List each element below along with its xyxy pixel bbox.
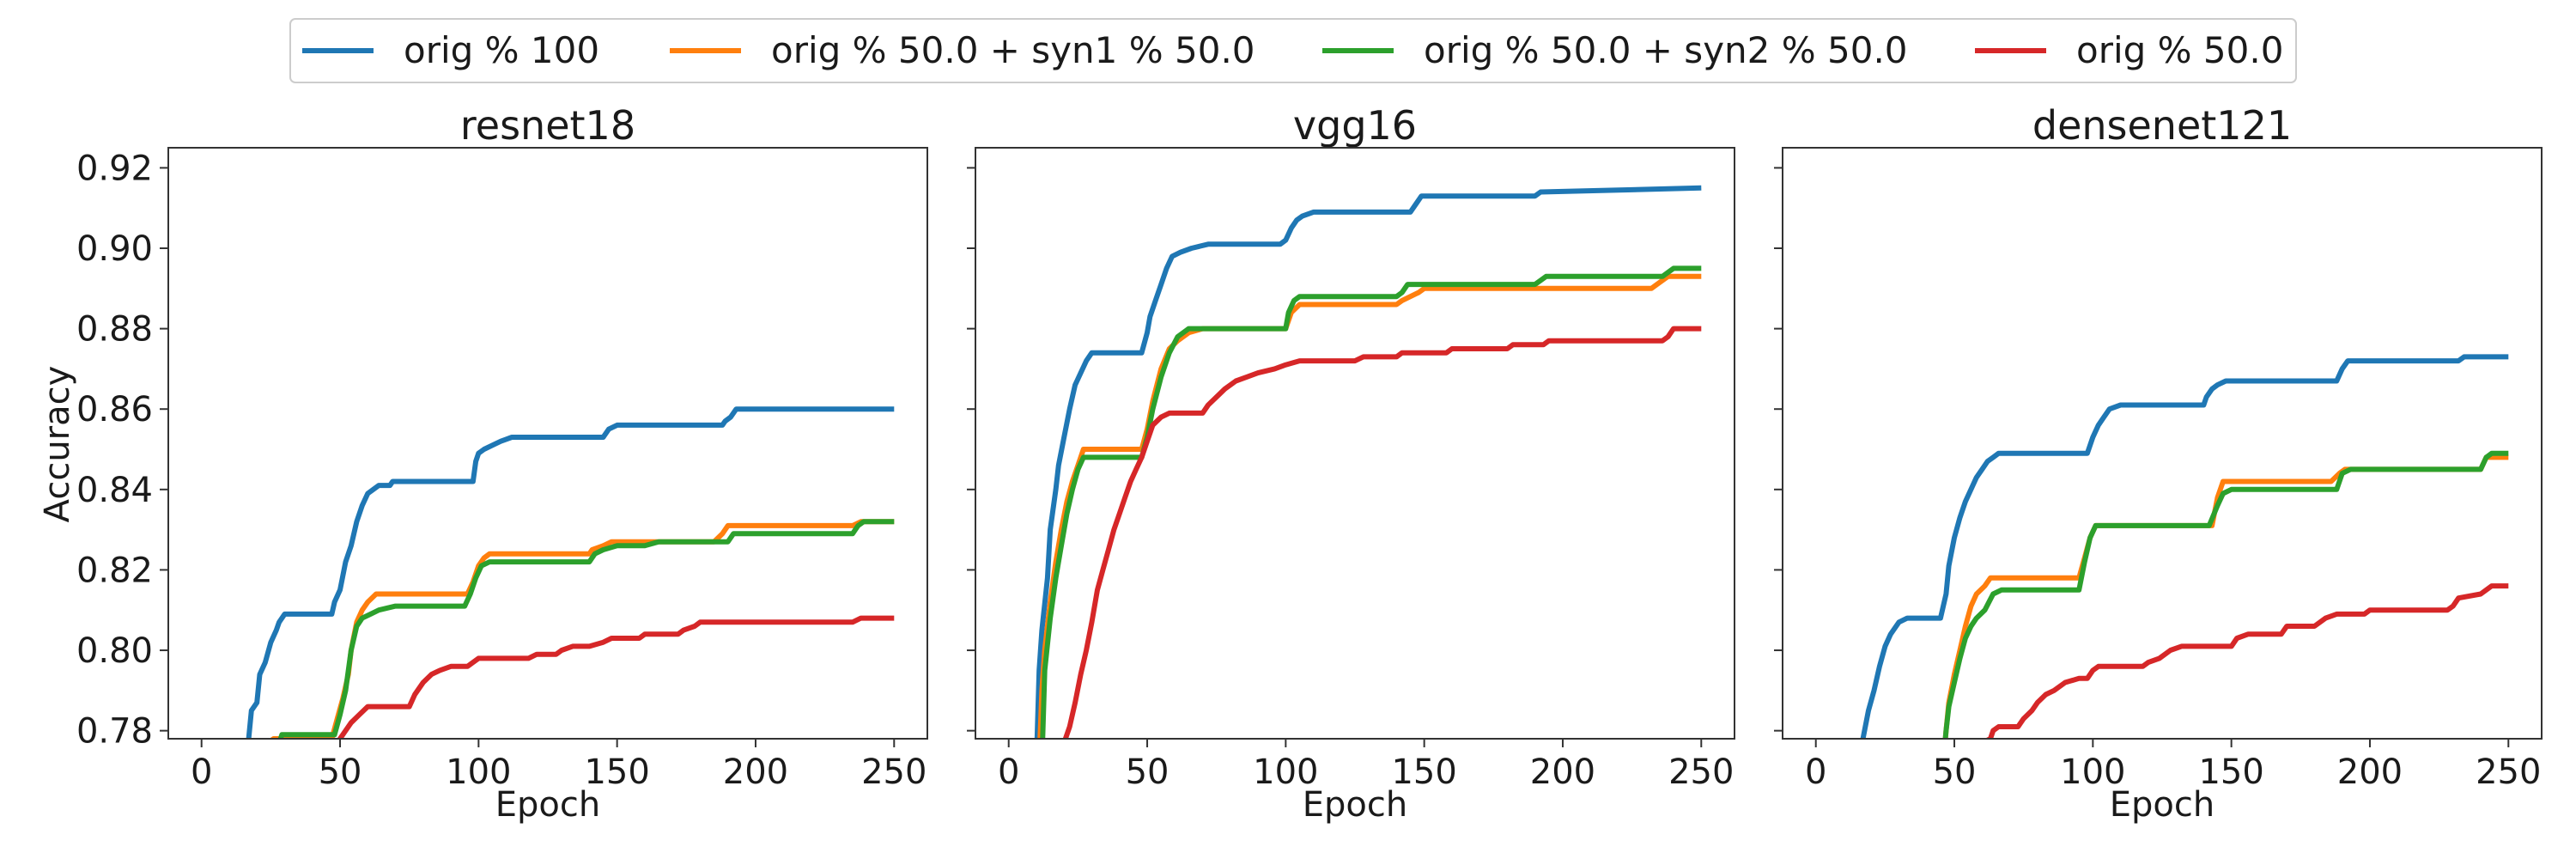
y-axis-title: Accuracy [38,366,77,523]
legend-label: orig % 50.0 + syn1 % 50.0 [771,29,1255,71]
series-line-1 [1034,185,1702,739]
x-tick-label: 250 [1668,752,1734,792]
y-tick-label: 0.84 [76,471,153,510]
series-line-2 [1037,273,1702,739]
x-tick-label: 150 [584,752,649,792]
legend-label: orig % 100 [404,29,599,71]
panel-resnet18: 0 50 100 150 200 250 0.78 0.80 0.82 0.84 0.86 0.88 0… [76,147,928,792]
plot-frame [1782,147,2543,740]
series-line-4 [1984,583,2509,739]
series-line-3 [1942,450,2509,739]
plot-frame [975,147,1735,740]
x-tick-label: 50 [319,752,362,792]
panel-title: resnet18 [460,102,635,149]
x-tick-label: 250 [2476,752,2541,792]
x-tick-label: 50 [1126,752,1170,792]
x-tick-label: 100 [2060,752,2125,792]
y-tick-label: 0.78 [76,712,153,752]
y-tick-label: 0.80 [76,631,153,671]
x-axis-title: Epoch [2110,785,2215,825]
legend-label: orig % 50.0 [2076,29,2283,71]
x-axis-title: Epoch [1303,785,1407,825]
panel-vgg16: 0 50 100 150 200 250 [967,147,1735,792]
series-group [246,406,895,739]
x-tick-label: 250 [861,752,927,792]
x-tick-label: 200 [1530,752,1595,792]
series-group [1860,354,2509,739]
series-line-3 [277,519,895,739]
panel-densenet121: 0 50 100 150 200 250 [1774,147,2543,792]
legend: orig % 100 orig % 50.0 + syn1 % 50.0 ori… [289,18,2297,83]
y-tick-label: 0.88 [76,310,153,350]
y-tick-label: 0.92 [76,149,153,188]
x-tick-label: 150 [1391,752,1456,792]
x-tick-label: 0 [191,752,212,792]
legend-frame [289,18,2297,83]
series-line-3 [1040,265,1702,739]
x-tick-label: 100 [1253,752,1318,792]
x-tick-label: 50 [1933,752,1977,792]
legend-label: orig % 50.0 + syn2 % 50.0 [1424,29,1908,71]
plot-frame [167,147,928,740]
panel-title: densenet121 [2032,102,2292,149]
y-tick-label: 0.86 [76,390,153,430]
plot-area-layer: 0 50 100 150 200 250 0.78 0.80 0.82 0.84 0.86 0.88 0… [76,147,2543,792]
series-line-4 [1062,326,1702,739]
x-tick-label: 0 [998,752,1019,792]
series-line-4 [337,615,895,739]
series-line-1 [246,406,895,739]
x-tick-label: 100 [446,752,511,792]
x-tick-label: 200 [723,752,788,792]
panel-title: vgg16 [1293,102,1417,149]
series-line-1 [1860,354,2509,739]
x-tick-label: 200 [2337,752,2403,792]
x-tick-label: 0 [1805,752,1826,792]
y-tick-label: 0.82 [76,551,153,590]
y-tick-label: 0.90 [76,229,153,269]
series-group [1034,185,1702,739]
x-tick-label: 150 [2198,752,2263,792]
x-axis-title: Epoch [495,785,600,825]
